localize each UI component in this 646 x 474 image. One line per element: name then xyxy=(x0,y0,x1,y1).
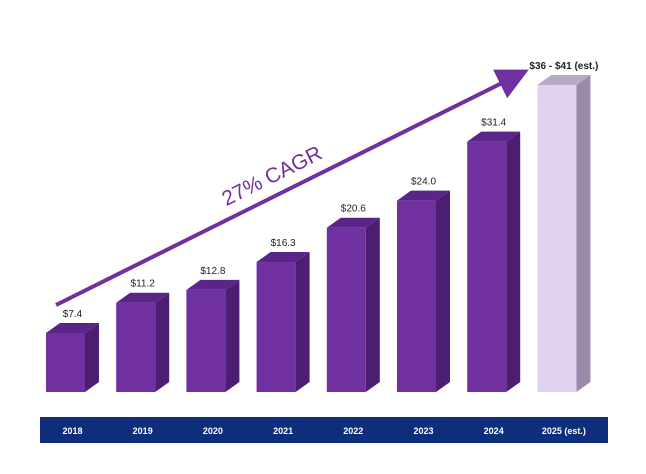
bar-top-face xyxy=(46,322,99,333)
value-label: $36 - $41 (est.) xyxy=(529,61,598,72)
bar-top-face xyxy=(397,190,450,201)
bar-2025-est- xyxy=(537,75,591,392)
bar-2022 xyxy=(326,217,380,392)
bar-2023 xyxy=(397,190,450,392)
bar-side-face xyxy=(436,190,450,392)
x-tick-label: 2023 xyxy=(413,426,433,436)
bar-side-face xyxy=(225,279,240,392)
bar-top-face xyxy=(467,131,521,142)
x-tick-label: 2021 xyxy=(273,426,293,436)
x-tick-label: 2022 xyxy=(343,426,363,436)
cagr-arrow xyxy=(55,69,529,307)
x-tick-label: 2019 xyxy=(133,426,153,436)
bars-layer xyxy=(46,75,591,392)
labels-layer: $7.4 2018 $11.2 2019 $12.8 2020 $16.3 2021 $20.6… xyxy=(62,61,598,436)
bar-side-face xyxy=(155,292,170,392)
bar-top-face xyxy=(326,217,380,228)
x-tick-label: 2020 xyxy=(203,426,223,436)
bar-top-face xyxy=(537,75,591,85)
bar-2020 xyxy=(186,279,240,392)
bar-front-face xyxy=(116,302,156,392)
value-label: $7.4 xyxy=(63,309,83,320)
bar-side-face xyxy=(365,217,380,392)
value-label: $20.6 xyxy=(341,204,366,215)
x-tick-label: 2025 (est.) xyxy=(542,426,586,436)
value-label: $11.2 xyxy=(131,279,156,290)
bar-side-face xyxy=(576,75,591,392)
bar-top-face xyxy=(256,252,310,263)
bar-2021 xyxy=(256,252,310,392)
bar-2024 xyxy=(467,131,521,392)
bar-front-face xyxy=(186,289,226,392)
bar-top-face xyxy=(186,279,240,290)
bar-front-face xyxy=(326,227,366,392)
bar-side-face xyxy=(295,252,310,392)
bar-front-face xyxy=(467,141,507,392)
value-label: $16.3 xyxy=(271,238,296,249)
bar-2018 xyxy=(46,322,99,392)
bar-front-face xyxy=(397,200,436,392)
bar-side-face xyxy=(506,131,521,392)
value-label: $31.4 xyxy=(481,118,506,129)
cagr-label: 27% CAGR xyxy=(218,142,325,211)
x-tick-label: 2024 xyxy=(484,426,504,436)
bar-side-face xyxy=(85,322,99,392)
bar-2019 xyxy=(116,292,170,392)
value-label: $12.8 xyxy=(200,266,225,277)
bar-front-face xyxy=(46,332,85,392)
x-axis-band xyxy=(40,417,608,443)
value-label: $24.0 xyxy=(411,177,436,188)
bar-top-face xyxy=(116,292,170,303)
bar-front-face xyxy=(256,262,296,392)
bar-front-face xyxy=(537,85,577,392)
x-tick-label: 2018 xyxy=(62,426,82,436)
x-axis xyxy=(40,417,608,443)
